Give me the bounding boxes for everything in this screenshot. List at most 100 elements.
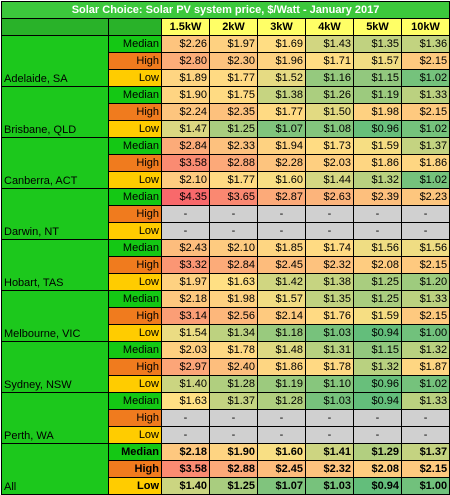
price-cell: - (353, 409, 402, 427)
price-cell: $1.38 (305, 273, 354, 291)
city-label: Adelaide, SA (1, 35, 109, 87)
table-row: Low $2.10 $1.77 $1.60 $1.44 $1.32 $1.02 (2, 171, 450, 189)
price-cell: $2.26 (161, 35, 210, 53)
price-cell: $2.08 (353, 460, 402, 478)
price-cell: $1.78 (305, 358, 354, 376)
metric-label-median: Median (108, 86, 162, 104)
price-cell: $1.02 (400, 120, 450, 138)
metric-label-high: High (108, 358, 162, 376)
price-cell: - (305, 222, 354, 240)
price-cell: $1.85 (257, 239, 306, 257)
price-cell: $2.32 (305, 460, 354, 478)
price-cell: $1.15 (353, 69, 402, 87)
price-cell: $1.25 (209, 120, 258, 138)
metric-label-median: Median (108, 239, 162, 257)
price-cell: $2.10 (161, 171, 210, 189)
price-cell: $3.32 (161, 256, 210, 274)
price-cell: $1.56 (400, 239, 450, 257)
metric-label-median: Median (108, 35, 162, 53)
price-cell: $1.48 (257, 341, 306, 359)
price-cell: $2.32 (305, 256, 354, 274)
price-cell: $1.40 (161, 477, 210, 495)
price-cell: $2.08 (353, 256, 402, 274)
price-cell: $3.58 (161, 154, 210, 172)
price-cell: $1.63 (161, 392, 210, 410)
price-cell: $1.76 (305, 307, 354, 325)
metric-label-low: Low (108, 477, 162, 495)
title-row: Solar Choice: Solar PV system price, $/W… (0, 1, 450, 19)
price-cell: - (400, 426, 450, 444)
price-cell: - (257, 205, 306, 223)
price-cell: - (161, 205, 210, 223)
price-cell: $1.47 (161, 120, 210, 138)
price-cell: $1.19 (353, 86, 402, 104)
price-cell: $2.18 (161, 443, 210, 461)
price-cell: $0.96 (353, 375, 402, 393)
column-header: 1.5kW (161, 18, 210, 36)
price-cell: $2.15 (400, 307, 450, 325)
price-cell: $2.15 (400, 460, 450, 478)
price-cell: - (161, 426, 210, 444)
price-cell: - (209, 409, 258, 427)
price-cell: $1.31 (305, 341, 354, 359)
table-row: High $3.58 $2.88 $2.28 $2.03 $1.86 $1.86 (2, 154, 450, 172)
table-row: Brisbane, QLD Median $1.90 $1.75 $1.38 $1.26 $… (1, 86, 450, 138)
metric-label-high: High (108, 52, 162, 70)
price-cell: $1.28 (209, 375, 258, 393)
price-cell: $2.39 (353, 188, 402, 206)
city-label: Sydney, NSW (1, 341, 109, 393)
price-cell: $1.73 (305, 137, 354, 155)
table-row: High - - - - - - (2, 409, 450, 427)
price-cell: $1.25 (209, 477, 258, 495)
price-cell: $1.71 (305, 52, 354, 70)
price-cell: $1.56 (353, 239, 402, 257)
price-cell: $1.77 (209, 171, 258, 189)
price-cell: $2.03 (305, 154, 354, 172)
price-cell: $2.88 (209, 154, 258, 172)
price-cell: - (257, 222, 306, 240)
table-row: High $3.32 $2.84 $2.45 $2.32 $2.08 $2.15 (2, 256, 450, 274)
price-cell: $0.96 (353, 120, 402, 138)
price-cell: $1.78 (209, 341, 258, 359)
table-row: Low $1.47 $1.25 $1.07 $1.08 $0.96 $1.02 (2, 120, 450, 138)
price-cell: $2.18 (161, 290, 210, 308)
column-header: 10kW (400, 18, 450, 36)
price-cell: $1.97 (161, 273, 210, 291)
header-row: 1.5kW 2kW 3kW 4kW 5kW 10kW (1, 18, 450, 36)
price-cell: $1.41 (305, 443, 354, 461)
price-cell: $1.29 (353, 443, 402, 461)
city-label: Brisbane, QLD (1, 86, 109, 138)
price-cell: $1.25 (353, 273, 402, 291)
table-row: Melbourne, VIC Median $2.18 $1.98 $1.57 $1.35… (1, 290, 450, 342)
price-cell: - (305, 426, 354, 444)
price-cell: $1.26 (305, 86, 354, 104)
price-cell: $2.23 (400, 188, 450, 206)
price-cell: $1.36 (400, 35, 450, 53)
metric-label-low: Low (108, 171, 162, 189)
price-cell: $1.40 (161, 375, 210, 393)
metric-label-low: Low (108, 222, 162, 240)
price-cell: $1.28 (257, 392, 306, 410)
price-cell: - (209, 222, 258, 240)
price-cell: $1.32 (353, 358, 402, 376)
price-cell: $1.75 (209, 86, 258, 104)
price-cell: $2.30 (209, 52, 258, 70)
price-cell: $1.98 (209, 290, 258, 308)
table-row: High $2.97 $2.40 $1.86 $1.78 $1.32 $1.87 (2, 358, 450, 376)
price-cell: $1.90 (209, 443, 258, 461)
price-cell: $1.07 (257, 477, 306, 495)
table-title: Solar Choice: Solar PV system price, $/W… (0, 1, 450, 19)
price-cell: $1.00 (400, 324, 450, 342)
price-cell: - (257, 409, 306, 427)
price-cell: $2.33 (209, 137, 258, 155)
price-cell: $1.50 (305, 103, 354, 121)
price-cell: $1.35 (353, 35, 402, 53)
price-cell: $3.65 (209, 188, 258, 206)
price-cell: $1.08 (305, 120, 354, 138)
table-row: Adelaide, SA Median $2.26 $1.97 $1.69 $1.43 $1… (1, 35, 450, 87)
price-cell: $1.03 (305, 392, 354, 410)
table-row: Sydney, NSW Median $2.03 $1.78 $1.48 $1.31 $1.… (1, 341, 450, 393)
price-cell: $0.94 (353, 324, 402, 342)
price-cell: $1.57 (257, 290, 306, 308)
